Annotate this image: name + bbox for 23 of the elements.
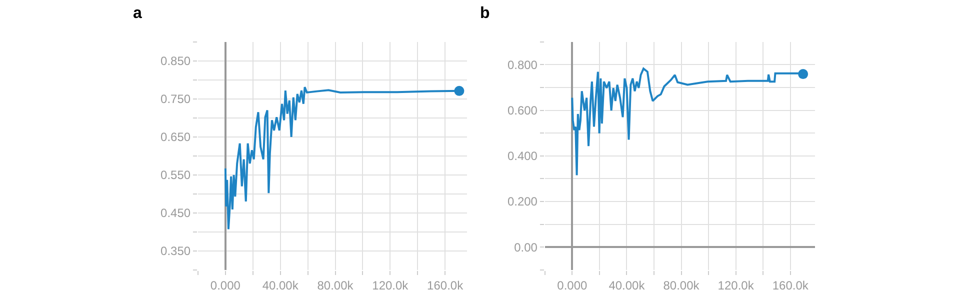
x-tick-label: 120.0k <box>718 278 755 292</box>
x-tick-label: 40.00k <box>262 278 300 292</box>
y-tick-label: 0.850 <box>160 54 191 68</box>
y-tick-label: 0.800 <box>507 58 538 72</box>
x-tick-label: 80.00k <box>663 278 700 292</box>
y-tick-label: 0.400 <box>507 149 538 164</box>
chart-title: b <box>480 5 490 22</box>
x-tick-label: 160.0k <box>772 278 810 292</box>
y-tick-label: 0.350 <box>160 244 191 258</box>
y-tick-label: 0.200 <box>507 194 538 209</box>
y-tick-label: 0.650 <box>160 130 191 144</box>
y-tick-label: 0.550 <box>160 168 191 182</box>
y-tick-label: 0.450 <box>160 206 191 220</box>
x-tick-label: 0.000 <box>557 278 588 292</box>
x-tick-label: 160.0k <box>427 278 464 292</box>
x-tick-label: 80.00k <box>317 278 354 292</box>
chart-title: a <box>133 5 142 22</box>
y-tick-label: 0.750 <box>160 92 191 106</box>
x-tick-label: 40.00k <box>608 278 646 292</box>
x-tick-label: 0.000 <box>210 278 241 292</box>
x-tick-label: 120.0k <box>372 278 410 292</box>
y-tick-label: 0.600 <box>507 104 538 118</box>
y-tick-label: 0.00 <box>514 240 538 254</box>
